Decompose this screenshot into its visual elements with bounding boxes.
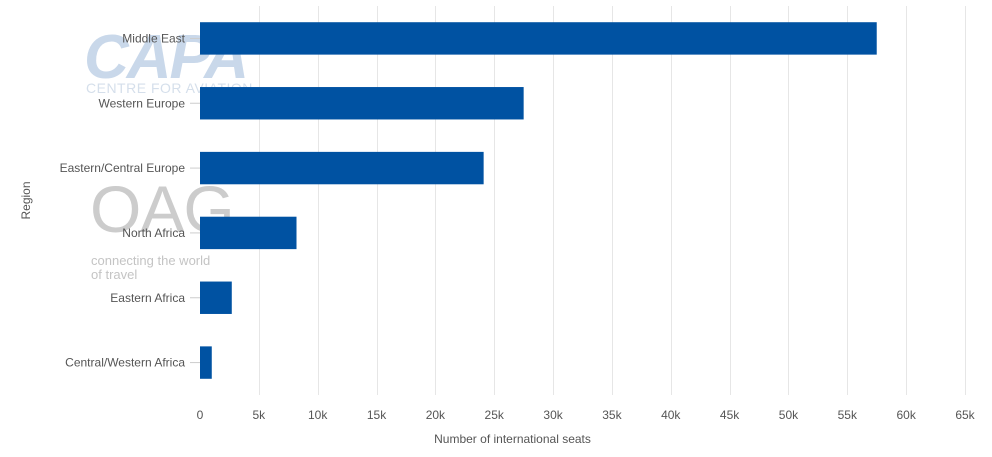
x-axis-title: Number of international seats	[434, 432, 591, 446]
x-tick-label: 0	[197, 408, 204, 422]
x-tick-label: 55k	[838, 408, 858, 422]
x-tick-label: 50k	[779, 408, 799, 422]
x-tick-label: 10k	[308, 408, 328, 422]
x-tick-label: 15k	[367, 408, 387, 422]
y-tick-label: Eastern Africa	[110, 291, 185, 305]
y-tick-label: Middle East	[122, 31, 185, 45]
x-tick-label: 20k	[426, 408, 446, 422]
bar	[200, 151, 484, 185]
x-tick-label: 5k	[253, 408, 267, 422]
grid-lines	[259, 6, 966, 395]
x-tick-label: 65k	[955, 408, 975, 422]
x-tick-label: 40k	[661, 408, 681, 422]
x-tick-label: 25k	[485, 408, 505, 422]
y-axis-title: Region	[19, 181, 33, 219]
bar	[200, 281, 232, 314]
y-tick-label: Eastern/Central Europe	[60, 161, 186, 175]
bar	[200, 87, 524, 120]
bars	[200, 22, 877, 379]
y-axis-tick-labels: Middle East Western Europe Eastern/Central…	[60, 31, 200, 370]
x-tick-label: 30k	[543, 408, 563, 422]
y-tick-label: Western Europe	[99, 96, 186, 110]
x-tick-label: 45k	[720, 408, 740, 422]
x-axis-tick-labels: 0 5k 10k 15k 20k 25k 30k 35k 40k 45k 50k 55k 60k 65k	[197, 408, 976, 422]
y-tick-label: North Africa	[122, 226, 185, 240]
x-tick-label: 35k	[602, 408, 622, 422]
bar	[200, 216, 297, 250]
y-tick-label: Central/Western Africa	[65, 356, 185, 370]
bar	[200, 346, 212, 379]
x-tick-label: 60k	[896, 408, 916, 422]
bar	[200, 22, 877, 55]
